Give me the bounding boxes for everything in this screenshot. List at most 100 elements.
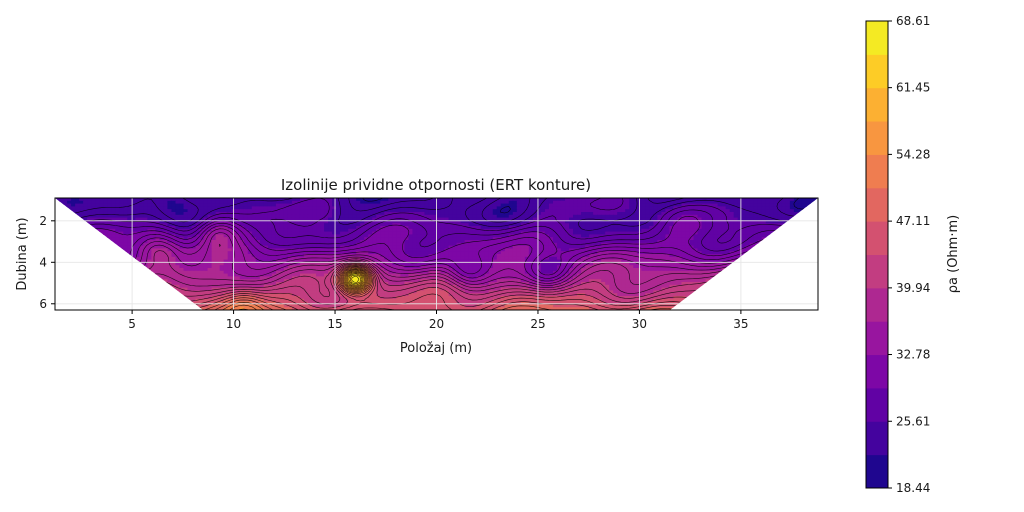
- heatmap-cell: [444, 268, 450, 272]
- heatmap-cell: [299, 214, 305, 219]
- heatmap-cell: [219, 200, 225, 205]
- heatmap-cell: [601, 237, 606, 241]
- heatmap-cell: [364, 214, 369, 219]
- heatmap-cell: [565, 206, 570, 210]
- heatmap-cell: [661, 203, 666, 207]
- heatmap-cell: [452, 251, 458, 255]
- heatmap-cell: [291, 214, 297, 219]
- heatmap-cell: [259, 209, 265, 213]
- heatmap-cell: [147, 223, 152, 227]
- heatmap-cell: [87, 220, 92, 224]
- heatmap-cell: [520, 268, 526, 272]
- heatmap-cell: [392, 259, 397, 263]
- heatmap-cell: [263, 228, 269, 233]
- heatmap-cell: [303, 265, 309, 269]
- heatmap-cell: [669, 242, 675, 247]
- heatmap-cell: [312, 240, 317, 244]
- heatmap-cell: [560, 206, 566, 210]
- heatmap-cell: [456, 265, 462, 269]
- heatmap-cell: [677, 254, 683, 258]
- heatmap-cell: [593, 209, 598, 213]
- heatmap-cell: [480, 200, 486, 205]
- heatmap-cell: [460, 268, 466, 272]
- heatmap-cell: [412, 248, 418, 252]
- heatmap-cell: [605, 217, 610, 221]
- heatmap-cell: [621, 234, 626, 238]
- heatmap-cell: [677, 237, 683, 241]
- heatmap-cell: [565, 200, 570, 205]
- heatmap-cell: [705, 234, 711, 238]
- heatmap-cell: [460, 228, 466, 233]
- heatmap-cell: [569, 220, 574, 224]
- heatmap-cell: [307, 200, 313, 205]
- heatmap-cell: [295, 259, 301, 263]
- heatmap-cell: [480, 212, 486, 216]
- heatmap-cell: [320, 234, 325, 238]
- heatmap-cell: [303, 198, 309, 202]
- heatmap-cell: [749, 206, 755, 210]
- heatmap-cell: [215, 256, 221, 261]
- heatmap-cell: [552, 206, 558, 210]
- heatmap-cell: [307, 203, 313, 207]
- heatmap-cell: [388, 242, 393, 247]
- heatmap-cell: [765, 220, 771, 224]
- heatmap-cell: [556, 265, 562, 269]
- heatmap-cell: [420, 245, 426, 249]
- heatmap-cell: [464, 234, 470, 238]
- heatmap-cell: [324, 203, 329, 207]
- heatmap-cell: [251, 251, 257, 255]
- heatmap-cell: [569, 237, 574, 241]
- heatmap-cell: [773, 203, 779, 207]
- heatmap-cell: [215, 242, 221, 247]
- heatmap-cell: [111, 231, 116, 235]
- heatmap-cell: [171, 217, 177, 221]
- heatmap-cell: [556, 228, 562, 233]
- heatmap-cell: [701, 214, 707, 219]
- heatmap-cell: [380, 259, 385, 263]
- heatmap-cell: [701, 262, 707, 266]
- heatmap-cell: [649, 220, 654, 224]
- heatmap-cell: [673, 262, 679, 266]
- heatmap-cell: [504, 256, 510, 261]
- heatmap-cell: [657, 212, 662, 216]
- heatmap-cell: [685, 212, 691, 216]
- heatmap-cell: [661, 262, 666, 266]
- heatmap-cell: [605, 240, 610, 244]
- heatmap-cell: [440, 251, 446, 255]
- heatmap-cell: [368, 248, 373, 252]
- heatmap-cell: [364, 237, 369, 241]
- heatmap-cell: [677, 206, 683, 210]
- heatmap-cell: [452, 265, 458, 269]
- heatmap-cell: [472, 203, 478, 207]
- heatmap-cell: [436, 237, 442, 241]
- heatmap-cell: [223, 240, 229, 244]
- heatmap-cell: [709, 217, 715, 221]
- heatmap-cell: [376, 206, 381, 210]
- heatmap-cell: [516, 262, 522, 266]
- heatmap-cell: [597, 209, 602, 213]
- heatmap-cell: [512, 237, 518, 241]
- heatmap-cell: [368, 245, 373, 249]
- heatmap-cell: [633, 256, 638, 261]
- heatmap-cell: [356, 240, 361, 244]
- heatmap-cell: [364, 251, 369, 255]
- heatmap-cell: [312, 231, 317, 235]
- heatmap-cell: [139, 228, 144, 233]
- heatmap-cell: [617, 254, 622, 258]
- heatmap-cell: [761, 217, 767, 221]
- heatmap-cell: [617, 228, 622, 233]
- heatmap-cell: [472, 262, 478, 266]
- heatmap-cell: [629, 231, 634, 235]
- heatmap-cell: [227, 198, 233, 202]
- heatmap-cell: [697, 226, 703, 230]
- heatmap-cell: [388, 220, 393, 224]
- heatmap-cell: [348, 256, 353, 261]
- heatmap-cell: [556, 220, 562, 224]
- heatmap-cell: [613, 226, 618, 230]
- heatmap-cell: [316, 254, 321, 258]
- heatmap-cell: [316, 198, 321, 202]
- heatmap-cell: [255, 231, 261, 235]
- heatmap-cell: [135, 214, 140, 219]
- heatmap-cell: [657, 214, 662, 219]
- heatmap-cell: [303, 200, 309, 205]
